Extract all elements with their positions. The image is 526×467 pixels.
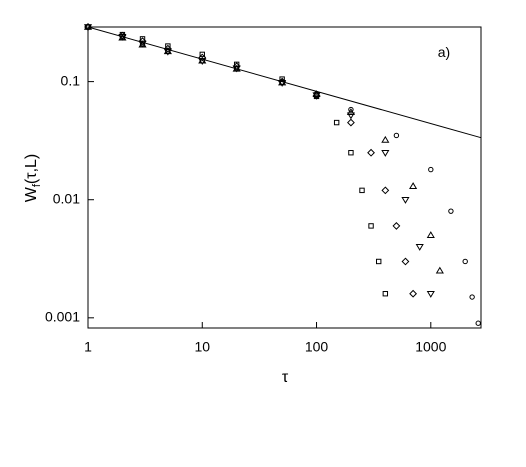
plot-frame	[87, 26, 482, 329]
marker-diamond	[392, 222, 401, 230]
marker-circle	[348, 106, 354, 113]
annotation: a)	[438, 44, 450, 60]
marker-square	[382, 291, 389, 297]
marker-square	[359, 187, 365, 194]
marker-triangle-down	[426, 291, 435, 298]
marker-circle	[199, 58, 205, 64]
y-label-main: W	[23, 186, 40, 202]
marker-triangle-down	[346, 112, 356, 120]
marker-circle	[462, 258, 468, 265]
marker-circle	[448, 208, 454, 214]
marker-diamond	[409, 289, 418, 298]
marker-diamond	[401, 257, 410, 266]
marker-diamond	[163, 44, 172, 53]
marker-triangle-down	[381, 150, 390, 157]
marker-diamond	[367, 148, 375, 157]
marker-square	[368, 223, 374, 229]
marker-square	[348, 150, 354, 156]
marker-circle	[233, 66, 240, 72]
marker-square	[333, 119, 340, 126]
x-tick-label: 10	[194, 339, 210, 355]
marker-circle	[393, 132, 400, 139]
x-tick-label: 1	[84, 339, 92, 355]
marker-circle	[85, 24, 91, 30]
x-tick-label: 1000	[415, 339, 446, 355]
marker-circle	[469, 294, 475, 300]
y-axis-label: Wf(τ,L)	[23, 154, 43, 203]
marker-triangle-up	[381, 135, 390, 143]
marker-square	[376, 258, 382, 265]
y-tick-label: 0.1	[61, 72, 81, 88]
marker-triangle-up	[435, 266, 444, 274]
marker-circle	[428, 166, 434, 173]
marker-diamond	[198, 53, 207, 62]
fit-line	[87, 26, 482, 139]
x-axis-label: τ	[282, 369, 289, 386]
marker-diamond	[138, 37, 147, 46]
y-tick-label: 0.001	[45, 309, 80, 325]
marker-diamond	[381, 186, 390, 195]
marker-square	[199, 51, 205, 58]
y-label-sub: f	[31, 183, 43, 187]
marker-diamond	[347, 118, 355, 127]
marker-diamond	[232, 62, 241, 71]
x-tick-label: 100	[305, 339, 329, 355]
marker-triangle-up	[426, 231, 435, 238]
y-tick-label: 0.01	[53, 190, 80, 206]
marker-circle	[475, 320, 481, 326]
marker-triangle-up	[409, 182, 418, 189]
marker-triangle-up	[312, 90, 321, 98]
marker-triangle-down	[415, 244, 424, 251]
marker-triangle-up	[346, 108, 356, 115]
y-label-rest: (τ,L)	[23, 154, 40, 184]
marker-triangle-down	[401, 197, 410, 204]
